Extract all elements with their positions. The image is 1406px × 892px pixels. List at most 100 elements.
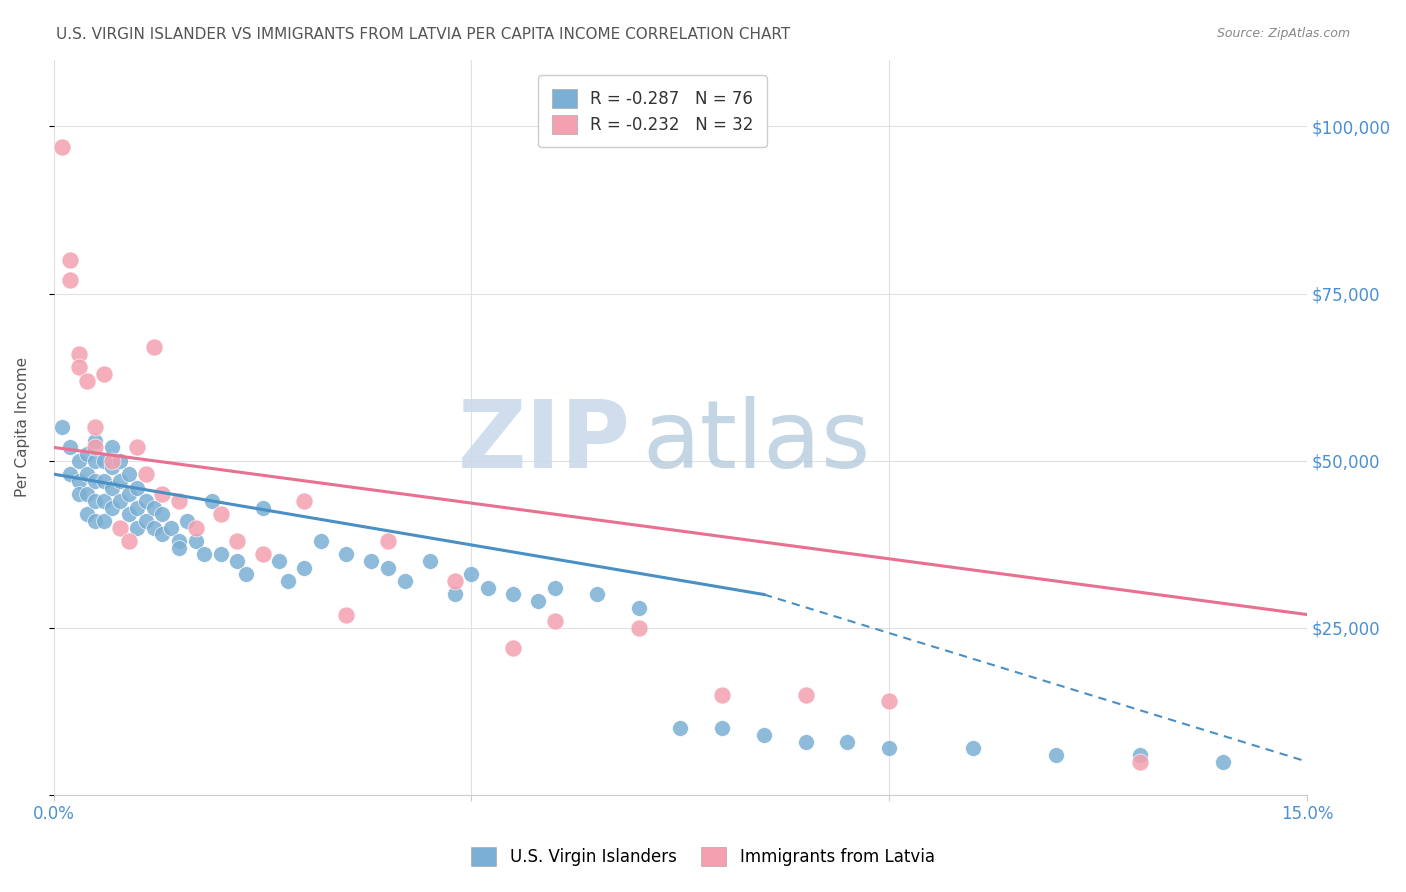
Point	[176, 514, 198, 528]
Point	[118, 533, 141, 548]
Point	[209, 508, 232, 522]
Point	[142, 500, 165, 515]
Point	[84, 474, 107, 488]
Point	[101, 460, 124, 475]
Point	[110, 521, 132, 535]
Text: atlas: atlas	[643, 396, 870, 488]
Point	[150, 487, 173, 501]
Point	[443, 587, 465, 601]
Point	[252, 547, 274, 561]
Point	[167, 494, 190, 508]
Point	[184, 533, 207, 548]
Point	[544, 614, 567, 628]
Point	[135, 514, 157, 528]
Point	[142, 340, 165, 354]
Point	[76, 467, 98, 482]
Point	[51, 139, 73, 153]
Point	[669, 721, 692, 735]
Point	[1129, 755, 1152, 769]
Point	[794, 688, 817, 702]
Point	[394, 574, 416, 588]
Point	[335, 547, 357, 561]
Point	[360, 554, 382, 568]
Point	[93, 454, 115, 468]
Point	[877, 694, 900, 708]
Point	[51, 420, 73, 434]
Point	[142, 521, 165, 535]
Point	[93, 367, 115, 381]
Point	[127, 500, 149, 515]
Point	[201, 494, 224, 508]
Point	[135, 467, 157, 482]
Legend: U.S. Virgin Islanders, Immigrants from Latvia: U.S. Virgin Islanders, Immigrants from L…	[463, 838, 943, 875]
Point	[269, 554, 291, 568]
Point	[67, 454, 90, 468]
Point	[235, 567, 257, 582]
Point	[59, 253, 82, 268]
Point	[193, 547, 215, 561]
Point	[167, 533, 190, 548]
Point	[84, 514, 107, 528]
Point	[101, 500, 124, 515]
Point	[277, 574, 299, 588]
Point	[93, 514, 115, 528]
Point	[711, 688, 734, 702]
Point	[159, 521, 181, 535]
Point	[84, 420, 107, 434]
Point	[1129, 747, 1152, 762]
Point	[292, 494, 315, 508]
Point	[209, 547, 232, 561]
Point	[752, 728, 775, 742]
Point	[67, 347, 90, 361]
Point	[1045, 747, 1067, 762]
Point	[110, 494, 132, 508]
Y-axis label: Per Capita Income: Per Capita Income	[15, 358, 30, 498]
Point	[419, 554, 441, 568]
Point	[335, 607, 357, 622]
Point	[84, 434, 107, 448]
Legend: R = -0.287   N = 76, R = -0.232   N = 32: R = -0.287 N = 76, R = -0.232 N = 32	[538, 75, 766, 147]
Point	[59, 273, 82, 287]
Point	[59, 467, 82, 482]
Point	[101, 441, 124, 455]
Point	[84, 441, 107, 455]
Point	[101, 454, 124, 468]
Point	[585, 587, 607, 601]
Point	[167, 541, 190, 555]
Point	[292, 560, 315, 574]
Point	[67, 360, 90, 375]
Text: Source: ZipAtlas.com: Source: ZipAtlas.com	[1216, 27, 1350, 40]
Point	[110, 454, 132, 468]
Point	[477, 581, 499, 595]
Point	[76, 508, 98, 522]
Point	[150, 508, 173, 522]
Point	[837, 734, 859, 748]
Point	[127, 441, 149, 455]
Point	[93, 494, 115, 508]
Point	[502, 640, 524, 655]
Point	[67, 474, 90, 488]
Point	[110, 474, 132, 488]
Point	[127, 521, 149, 535]
Point	[93, 474, 115, 488]
Point	[544, 581, 567, 595]
Point	[127, 481, 149, 495]
Point	[309, 533, 332, 548]
Point	[460, 567, 482, 582]
Point	[84, 454, 107, 468]
Point	[150, 527, 173, 541]
Point	[711, 721, 734, 735]
Point	[118, 508, 141, 522]
Point	[184, 521, 207, 535]
Point	[118, 467, 141, 482]
Point	[877, 741, 900, 756]
Point	[443, 574, 465, 588]
Point	[226, 554, 249, 568]
Text: ZIP: ZIP	[457, 396, 630, 488]
Point	[627, 600, 650, 615]
Point	[59, 441, 82, 455]
Point	[118, 487, 141, 501]
Point	[502, 587, 524, 601]
Point	[101, 481, 124, 495]
Point	[377, 560, 399, 574]
